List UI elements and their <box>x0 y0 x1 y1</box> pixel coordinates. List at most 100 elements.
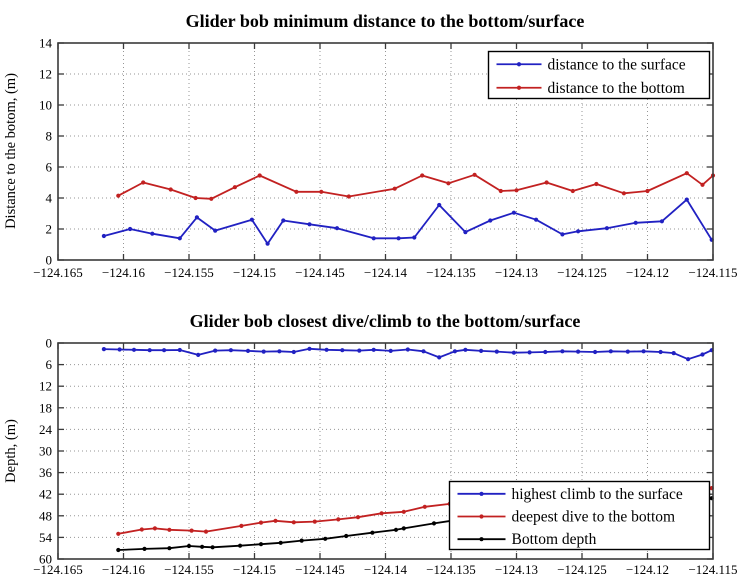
x-tick-label: −124.13 <box>495 562 538 577</box>
y-tick-label: 42 <box>39 487 52 502</box>
data-point-marker <box>323 536 328 541</box>
legend-label: deepest dive to the bottom <box>512 509 676 526</box>
x-tick-label: −124.165 <box>33 562 83 577</box>
data-point-marker <box>437 202 442 208</box>
data-point-marker <box>543 349 548 355</box>
x-tick-label: −124.12 <box>626 562 669 577</box>
data-point-marker <box>684 197 689 202</box>
data-point-marker <box>472 172 477 177</box>
y-tick-label: 0 <box>46 253 53 268</box>
data-point-marker <box>534 217 539 222</box>
data-point-marker <box>576 229 581 234</box>
y-tick-label: 12 <box>39 379 52 394</box>
y-tick-label: 48 <box>39 508 52 523</box>
data-point-marker <box>355 515 361 520</box>
x-tick-label: −124.16 <box>102 562 146 577</box>
data-point-marker <box>152 526 157 531</box>
data-point-marker <box>265 241 270 246</box>
data-point-marker <box>511 210 516 215</box>
data-point-marker <box>334 226 340 231</box>
series-line-distance-to-the-surface <box>103 198 713 245</box>
x-tick-label: −124.16 <box>102 265 146 280</box>
y-axis-label: Distance to the botom, (m) <box>3 73 19 229</box>
series-markers-highest-climb-to-the-surface <box>101 346 714 362</box>
data-point-marker <box>405 347 410 352</box>
data-point-marker <box>258 520 264 525</box>
data-point-marker <box>281 218 286 223</box>
data-point-marker <box>177 347 182 353</box>
data-point-marker <box>544 180 549 185</box>
data-point-marker <box>200 544 205 549</box>
series-markers-distance-to-the-bottom <box>116 171 716 201</box>
data-point-marker <box>150 231 155 236</box>
data-point-marker <box>277 349 282 354</box>
legend-label: highest climb to the surface <box>512 486 683 503</box>
series-line-distance-to-the-bottom <box>117 172 714 200</box>
chart-title: Glider bob minimum distance to the botto… <box>186 11 585 31</box>
data-point-marker <box>700 352 705 357</box>
x-tick-label: −124.135 <box>426 562 476 577</box>
data-point-marker <box>686 357 691 362</box>
x-tick-label: −124.125 <box>557 265 607 280</box>
legend-marker <box>516 85 522 90</box>
y-tick-label: 36 <box>39 465 53 480</box>
data-point-marker <box>162 348 167 353</box>
legend-label: distance to the bottom <box>548 80 685 97</box>
x-tick-label: −124.135 <box>426 265 476 280</box>
data-point-marker <box>357 348 362 353</box>
data-point-marker <box>312 519 317 524</box>
data-point-marker <box>116 193 121 198</box>
data-point-marker <box>147 348 152 353</box>
data-point-marker <box>625 349 630 354</box>
data-point-marker <box>213 348 218 353</box>
legend-marker <box>479 537 484 542</box>
series-line-highest-climb-to-the-surface <box>103 347 713 361</box>
data-point-marker <box>421 349 426 354</box>
data-point-marker <box>177 236 182 241</box>
y-tick-label: 6 <box>46 160 53 175</box>
x-tick-label: −124.155 <box>164 265 214 280</box>
data-point-marker <box>209 196 214 201</box>
data-point-marker <box>249 217 254 222</box>
data-point-marker <box>141 180 146 185</box>
data-point-marker <box>514 188 519 193</box>
y-tick-label: 18 <box>39 400 52 415</box>
y-tick-label: 10 <box>39 98 52 113</box>
legend-label: distance to the surface <box>548 56 686 73</box>
data-point-marker <box>142 546 147 551</box>
data-point-marker <box>446 181 451 186</box>
bottom-chart-svg: −124.165 −124.16 −124.155 −124.15 −124.145 −1… <box>3 311 738 577</box>
data-point-marker <box>371 236 376 241</box>
legend-box <box>448 480 711 551</box>
data-point-marker <box>658 349 663 355</box>
data-point-marker <box>527 350 532 355</box>
data-point-marker <box>392 186 397 191</box>
x-tick-label: −124.145 <box>295 562 345 577</box>
legend-marker <box>479 514 484 519</box>
data-point-marker <box>116 547 121 553</box>
data-point-marker <box>463 347 468 352</box>
data-point-marker <box>633 220 638 225</box>
y-tick-label: 60 <box>39 552 52 567</box>
data-point-marker <box>479 348 484 353</box>
data-point-marker <box>511 350 516 355</box>
data-point-marker <box>186 543 192 549</box>
legend-marker <box>479 491 484 496</box>
data-point-marker <box>273 518 278 523</box>
data-point-marker <box>420 173 425 178</box>
data-point-marker <box>213 228 218 233</box>
data-point-marker <box>128 226 133 232</box>
y-tick-label: 30 <box>39 444 52 459</box>
data-point-marker <box>576 349 581 354</box>
data-point-marker <box>401 509 406 514</box>
x-tick-label: −124.14 <box>364 562 408 577</box>
data-point-marker <box>307 222 312 227</box>
data-point-marker <box>437 355 442 360</box>
data-point-marker <box>196 352 201 357</box>
data-point-marker <box>641 349 646 354</box>
y-tick-label: 2 <box>46 222 53 237</box>
data-point-marker <box>101 347 106 352</box>
x-tick-label: −124.115 <box>688 265 737 280</box>
data-point-marker <box>336 517 341 522</box>
